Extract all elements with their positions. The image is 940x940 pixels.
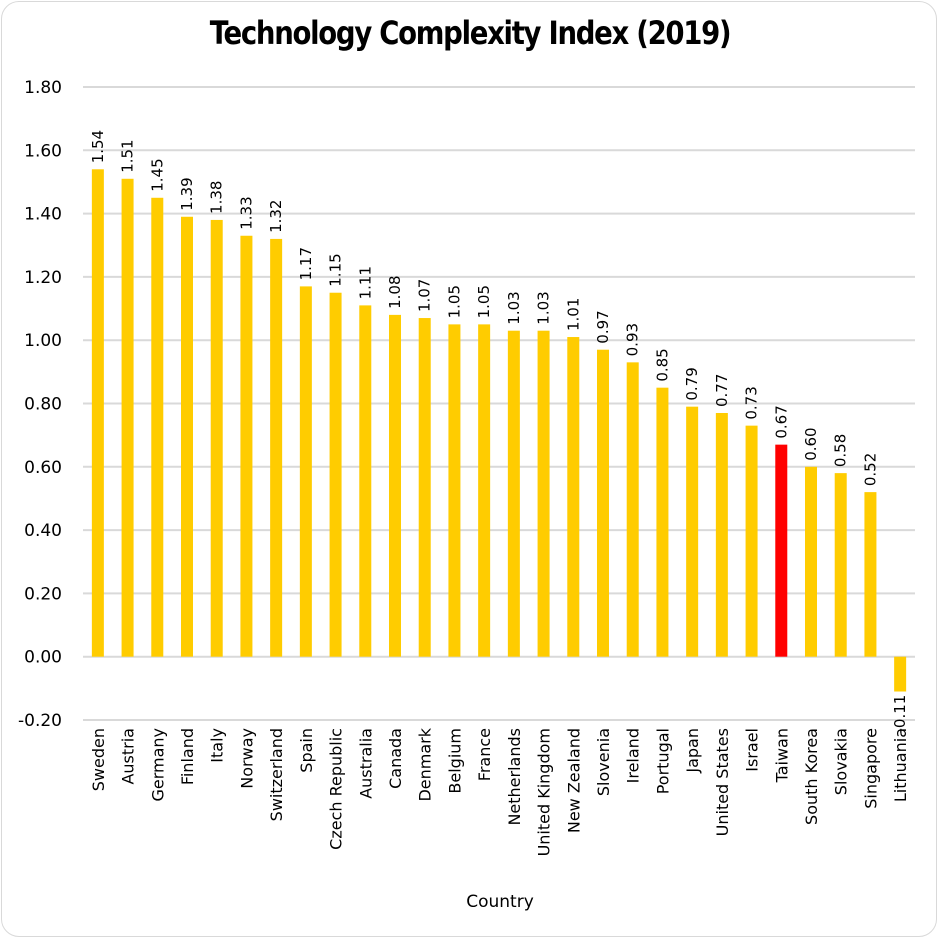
data-label: 1.15 <box>327 253 345 286</box>
x-tick-label: Finland <box>178 728 197 785</box>
bar-italy <box>210 219 223 657</box>
x-tick-label: United Kingdom <box>535 728 554 856</box>
bar-austria <box>121 178 134 657</box>
data-label: 0.67 <box>772 405 790 438</box>
x-tick-label: France <box>475 728 494 781</box>
x-tick-label: Lithuania <box>891 728 910 802</box>
bar-ireland <box>626 362 639 657</box>
bar-japan <box>686 406 699 657</box>
data-label: 1.51 <box>119 139 137 172</box>
x-tick-label: Italy <box>208 728 227 763</box>
y-tick-label: 0.00 <box>24 648 62 668</box>
x-tick-label: Sweden <box>89 728 108 791</box>
bar-belgium <box>448 324 461 657</box>
y-tick-label: 1.40 <box>24 205 62 225</box>
y-tick-label: 1.80 <box>24 78 62 98</box>
bar-canada <box>389 314 401 657</box>
x-tick-label: Denmark <box>416 727 435 801</box>
bar-singapore <box>864 492 877 657</box>
x-tick-label: New Zealand <box>564 728 583 833</box>
data-label: 1.03 <box>505 291 523 324</box>
data-label: 1.33 <box>237 196 255 229</box>
data-label: 1.03 <box>535 291 553 324</box>
bar-switzerland <box>270 238 283 657</box>
x-tick-label: Belgium <box>445 728 464 794</box>
x-tick-label: Switzerland <box>267 728 286 821</box>
y-tick-label: 1.20 <box>24 268 62 288</box>
bar-lithuania <box>894 656 907 692</box>
x-tick-label: Czech Republic <box>327 728 346 850</box>
bar-spain <box>299 286 312 657</box>
x-tick-label: Slovakia <box>832 728 851 795</box>
data-label: 0.79 <box>683 367 701 400</box>
data-label: 1.17 <box>297 247 315 280</box>
x-tick-label: Portugal <box>653 728 672 794</box>
data-label: 1.11 <box>356 266 374 299</box>
x-tick-label: Germany <box>148 728 167 802</box>
bar-sweden <box>91 169 104 657</box>
x-tick-label: Spain <box>297 728 316 773</box>
x-tick-label: Israel <box>743 728 762 772</box>
bar-united-states <box>715 412 728 657</box>
y-tick-label: 0.40 <box>24 521 62 541</box>
data-label: 0.60 <box>802 427 820 460</box>
x-tick-label: Singapore <box>861 728 880 809</box>
y-tick-label: 0.80 <box>24 395 62 415</box>
bar-finland <box>181 216 193 657</box>
data-label: 1.05 <box>445 285 463 318</box>
x-tick-label: Canada <box>386 728 405 789</box>
bar-norway <box>240 235 253 657</box>
data-label: 0.77 <box>713 374 731 407</box>
bar-france <box>478 324 491 657</box>
bar-south-korea <box>805 466 817 657</box>
data-label: 1.32 <box>267 200 285 233</box>
x-tick-label: Australia <box>356 728 375 799</box>
x-tick-label: South Korea <box>802 728 821 825</box>
x-tick-label: Ireland <box>624 728 643 783</box>
x-tick-label: Japan <box>683 728 702 774</box>
data-label: 1.45 <box>148 158 166 191</box>
x-tick-label: Slovenia <box>594 728 613 796</box>
bar-portugal <box>656 387 669 657</box>
data-label: -0.11 <box>891 695 909 734</box>
x-tick-label: United States <box>713 728 732 836</box>
bar-czech-republic <box>329 292 342 657</box>
data-label: 1.01 <box>564 298 582 331</box>
data-label: 1.05 <box>475 285 493 318</box>
data-label: 0.97 <box>594 310 612 343</box>
data-label: 1.54 <box>89 130 107 163</box>
y-tick-label: 0.20 <box>24 584 62 604</box>
bar-denmark <box>418 318 431 657</box>
x-axis-label: Country <box>466 892 534 912</box>
y-tick-label: 1.60 <box>24 141 62 161</box>
x-tick-label: Taiwan <box>772 728 791 783</box>
data-label: 0.58 <box>832 434 850 467</box>
data-label: 0.73 <box>743 386 761 419</box>
bar-israel <box>745 425 758 657</box>
data-label: 1.08 <box>386 275 404 308</box>
data-label: 1.39 <box>178 177 196 210</box>
data-label: 0.52 <box>861 453 879 486</box>
bar-germany <box>151 197 164 657</box>
bar-slovakia <box>834 473 847 657</box>
data-label: 1.38 <box>208 181 226 214</box>
x-tick-label: Austria <box>119 728 138 785</box>
bar-united-kingdom <box>537 330 550 657</box>
y-tick-label: -0.20 <box>18 711 62 731</box>
data-label: 0.93 <box>624 323 642 356</box>
x-tick-label: Netherlands <box>505 728 524 826</box>
bar-netherlands <box>507 330 520 657</box>
chart-title: Technology Complexity Index (2019) <box>209 14 732 52</box>
y-tick-label: 1.00 <box>24 331 62 351</box>
bar-australia <box>359 305 372 657</box>
y-tick-label: 0.60 <box>24 458 62 478</box>
data-label: 1.07 <box>416 279 434 312</box>
bar-taiwan <box>775 444 788 657</box>
data-label: 0.85 <box>653 348 671 381</box>
bar-slovenia <box>597 349 609 657</box>
bar-new-zealand <box>567 337 580 657</box>
x-tick-label: Norway <box>237 728 256 789</box>
